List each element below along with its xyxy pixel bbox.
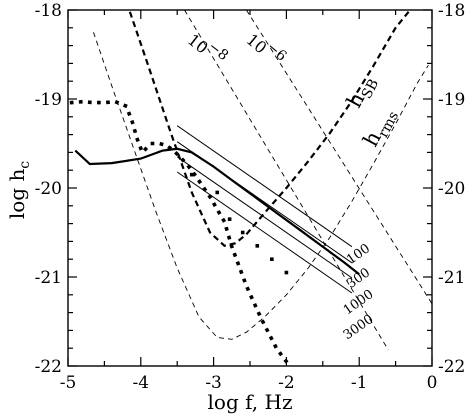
x-tick-label: -5 [60, 373, 77, 393]
x-tick-label: -4 [133, 373, 150, 393]
y-tick-label: -19 [35, 90, 62, 110]
y-tick-label-right: -19 [438, 90, 465, 110]
plot-frame [67, 9, 433, 367]
y-tick-label-right: -20 [438, 179, 465, 199]
x-tick-label: -1 [351, 373, 368, 393]
y-tick-label-right: -18 [438, 1, 465, 21]
annotation-3000: 3000 [341, 312, 377, 343]
series-1 [69, 99, 293, 366]
x-tick-label: -2 [278, 373, 295, 393]
annotation-300: 300 [344, 265, 373, 292]
y-tick-label: -21 [35, 268, 62, 288]
series-2-point [189, 172, 194, 177]
series-10-8 [184, 10, 389, 351]
series-1000 [176, 156, 353, 279]
y-axis-title-main: log h [5, 169, 29, 220]
y-tick-label-right: -21 [438, 268, 465, 288]
series-2-point [270, 257, 274, 261]
series-2-point [255, 244, 260, 248]
series-300 [176, 141, 353, 264]
x-tick-label: 0 [427, 373, 438, 393]
series-2-point [284, 270, 289, 275]
x-tick-label: -3 [205, 373, 222, 393]
series-h-rms [93, 32, 429, 340]
chart-series [69, 10, 432, 366]
annotation-106: 10−6 [243, 26, 290, 71]
series-2-point [240, 230, 245, 235]
y-tick-label: -22 [35, 357, 62, 377]
annotation-108: 10−8 [184, 26, 231, 70]
series-10-6 [246, 10, 432, 304]
annotation-hrms: hrms [358, 103, 402, 152]
y-tick-label: -18 [35, 1, 62, 21]
annotation-100: 100 [344, 241, 373, 268]
y-tick-label: -20 [35, 179, 62, 199]
series-2-point [215, 190, 220, 195]
series-3000 [176, 171, 353, 294]
series-2-point [227, 217, 232, 221]
y-axis-title-sub: c [17, 161, 33, 169]
axis-ticks [67, 9, 433, 367]
y-tick-label-right: -22 [438, 357, 465, 377]
y-axis-title: log hc [5, 161, 33, 219]
annotation-1000: 1000 [341, 287, 377, 318]
series-h-sb [128, 10, 412, 248]
svg-text:log hc: log hc [5, 161, 33, 219]
tick-labels: -5 -4 -3 -2 -1 0 -18 -19 -20 -21 -22 -18 -19 -20 -21 -2… [35, 1, 466, 393]
x-axis-title: log f, Hz [208, 390, 293, 414]
series-100 [176, 125, 353, 248]
